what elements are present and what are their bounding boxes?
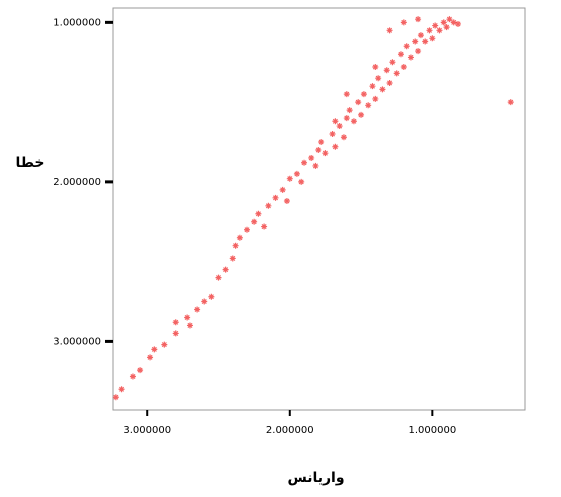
point bbox=[137, 367, 144, 374]
point bbox=[375, 75, 382, 82]
point bbox=[236, 234, 243, 241]
point bbox=[118, 386, 125, 393]
point bbox=[412, 38, 419, 45]
point bbox=[318, 139, 325, 145]
point bbox=[400, 64, 407, 71]
point bbox=[298, 178, 305, 185]
point bbox=[440, 19, 447, 26]
point bbox=[283, 198, 290, 205]
point bbox=[450, 19, 457, 26]
point bbox=[229, 255, 236, 262]
point bbox=[379, 86, 386, 93]
point bbox=[403, 43, 410, 50]
point bbox=[415, 16, 422, 23]
point bbox=[329, 131, 336, 138]
point bbox=[436, 27, 443, 34]
point bbox=[343, 91, 350, 98]
point bbox=[429, 35, 436, 42]
x-axis-label: واریانس bbox=[287, 470, 344, 486]
point bbox=[343, 115, 350, 122]
point bbox=[279, 186, 286, 193]
point bbox=[407, 54, 414, 61]
point bbox=[272, 194, 279, 201]
point bbox=[389, 59, 396, 66]
point bbox=[172, 330, 179, 337]
point bbox=[315, 146, 322, 153]
point bbox=[308, 154, 315, 161]
point bbox=[422, 38, 429, 45]
point bbox=[161, 341, 168, 348]
point bbox=[336, 123, 343, 130]
point bbox=[358, 111, 365, 118]
point bbox=[383, 67, 390, 74]
point bbox=[184, 314, 191, 321]
point bbox=[417, 32, 424, 39]
point bbox=[355, 99, 362, 106]
point bbox=[293, 170, 300, 177]
point bbox=[129, 373, 136, 380]
point bbox=[301, 159, 308, 166]
y-tick-label: 2.000000 bbox=[53, 177, 101, 188]
point bbox=[112, 394, 119, 401]
point bbox=[369, 83, 376, 90]
point bbox=[393, 70, 400, 77]
point bbox=[244, 226, 251, 233]
point bbox=[151, 346, 158, 353]
point bbox=[147, 354, 154, 361]
point bbox=[432, 22, 439, 29]
point bbox=[386, 79, 393, 86]
point bbox=[397, 51, 404, 58]
point bbox=[360, 91, 367, 98]
point bbox=[332, 143, 339, 150]
point bbox=[208, 293, 215, 300]
point bbox=[372, 64, 379, 71]
point bbox=[346, 107, 353, 114]
x-tick-label: 3.000000 bbox=[123, 425, 171, 436]
point bbox=[172, 319, 179, 326]
point bbox=[340, 134, 347, 141]
y-tick-label: 3.000000 bbox=[53, 336, 101, 347]
point bbox=[454, 20, 461, 27]
point bbox=[332, 118, 339, 125]
point bbox=[215, 274, 222, 281]
point bbox=[350, 118, 357, 125]
x-tick-label: 1.000000 bbox=[408, 425, 456, 436]
point bbox=[312, 162, 319, 169]
point bbox=[261, 223, 268, 230]
plot-area bbox=[112, 7, 526, 411]
point bbox=[251, 218, 258, 225]
point bbox=[194, 306, 201, 313]
point bbox=[222, 266, 229, 273]
point bbox=[386, 27, 393, 34]
point bbox=[232, 242, 239, 249]
x-tick-label: 2.000000 bbox=[266, 425, 314, 436]
point bbox=[186, 322, 193, 329]
point bbox=[372, 95, 379, 102]
point bbox=[201, 298, 208, 305]
point bbox=[265, 202, 272, 209]
point bbox=[446, 16, 453, 23]
point bbox=[426, 27, 433, 34]
point bbox=[507, 99, 514, 106]
point bbox=[365, 102, 372, 109]
point bbox=[322, 150, 329, 157]
point bbox=[286, 175, 293, 182]
y-axis-label: خطا bbox=[16, 155, 45, 171]
point bbox=[400, 19, 407, 26]
y-tick-label: 1.000000 bbox=[53, 17, 101, 28]
point bbox=[255, 210, 262, 217]
point bbox=[443, 24, 450, 31]
point bbox=[415, 48, 422, 55]
